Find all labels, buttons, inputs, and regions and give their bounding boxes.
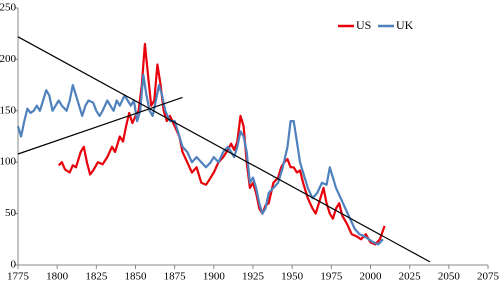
x-tick-label: 1900	[203, 271, 226, 283]
x-tick-label: 1925	[242, 271, 265, 283]
x-tick-label: 1950	[281, 271, 304, 283]
x-tick-label: 1775	[7, 271, 30, 283]
y-tick-label: 250	[0, 2, 17, 14]
y-tick-label: 50	[5, 207, 17, 219]
y-tick-label: 150	[0, 104, 17, 116]
trend-line	[17, 36, 431, 263]
y-tick-label: 100	[0, 156, 17, 168]
x-tick-label: 2075	[477, 271, 500, 283]
series-line	[57, 42, 386, 246]
x-tick-label: 1800	[46, 271, 69, 283]
x-tick-label: 1850	[125, 271, 148, 283]
legend-label: US	[356, 18, 371, 32]
x-tick-label: 1825	[85, 271, 108, 283]
legend-label: UK	[396, 18, 414, 32]
y-tick-label: 200	[0, 53, 17, 65]
series-line	[16, 73, 384, 246]
x-tick-label: 2000	[360, 271, 383, 283]
x-tick-label: 2050	[438, 271, 461, 283]
x-tick-label: 1875	[164, 271, 187, 283]
x-tick-label: 2025	[399, 271, 422, 283]
y-tick-label: 0	[11, 259, 17, 271]
x-tick-label: 1975	[320, 271, 343, 283]
trend-line	[17, 96, 183, 155]
